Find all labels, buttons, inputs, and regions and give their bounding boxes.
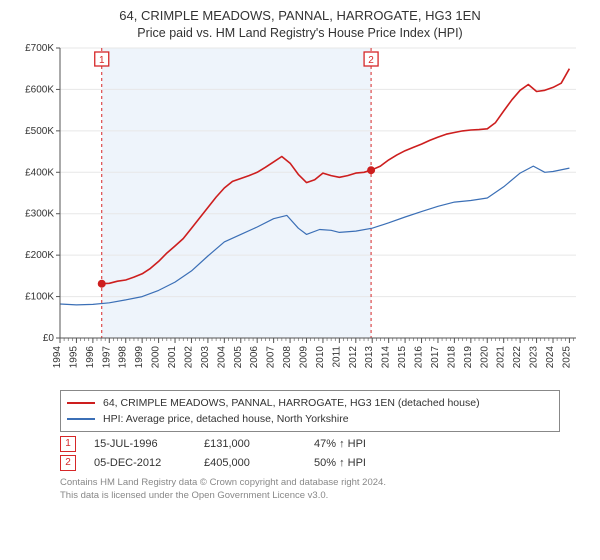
svg-text:2016: 2016: [414, 346, 425, 369]
svg-text:2001: 2001: [167, 346, 178, 369]
svg-text:1: 1: [99, 55, 105, 66]
svg-text:2009: 2009: [298, 346, 309, 369]
svg-text:2023: 2023: [529, 346, 540, 369]
svg-text:1994: 1994: [52, 346, 63, 369]
transaction-date-1: 15-JUL-1996: [94, 438, 204, 450]
legend-label-hpi: HPI: Average price, detached house, Nort…: [103, 413, 349, 425]
svg-text:£600K: £600K: [25, 84, 54, 95]
title-block: 64, CRIMPLE MEADOWS, PANNAL, HARROGATE, …: [12, 8, 588, 40]
chart-title-address: 64, CRIMPLE MEADOWS, PANNAL, HARROGATE, …: [12, 8, 588, 23]
transaction-marker-2: 2: [60, 455, 76, 471]
legend-item-price-paid: 64, CRIMPLE MEADOWS, PANNAL, HARROGATE, …: [67, 395, 553, 411]
legend-item-hpi: HPI: Average price, detached house, Nort…: [67, 411, 553, 427]
chart-subtitle: Price paid vs. HM Land Registry's House …: [12, 26, 588, 40]
svg-text:2008: 2008: [282, 346, 293, 369]
svg-text:1995: 1995: [68, 346, 79, 369]
svg-text:2: 2: [368, 55, 374, 66]
svg-text:£200K: £200K: [25, 250, 54, 261]
svg-text:2005: 2005: [233, 346, 244, 369]
svg-text:2019: 2019: [463, 346, 474, 369]
transaction-price-2: £405,000: [204, 457, 314, 469]
transaction-price-1: £131,000: [204, 438, 314, 450]
svg-text:2013: 2013: [364, 346, 375, 369]
footer-line-2: This data is licensed under the Open Gov…: [60, 490, 560, 503]
svg-text:2020: 2020: [479, 346, 490, 369]
svg-text:2021: 2021: [496, 346, 507, 369]
price-history-chart: £0 £100K £200K £300K £400K £500K £600K £700K 1 2 1…: [12, 44, 588, 384]
svg-text:1996: 1996: [85, 346, 96, 369]
svg-text:£0: £0: [43, 333, 55, 344]
svg-text:2003: 2003: [200, 346, 211, 369]
svg-text:£300K: £300K: [25, 209, 54, 220]
legend-swatch-hpi: [67, 418, 95, 420]
svg-text:2010: 2010: [315, 346, 326, 369]
svg-text:2011: 2011: [331, 346, 342, 368]
svg-text:£500K: £500K: [25, 126, 54, 137]
svg-text:£100K: £100K: [25, 292, 54, 303]
svg-text:1997: 1997: [101, 346, 112, 369]
svg-text:2022: 2022: [512, 346, 523, 369]
svg-text:2007: 2007: [266, 346, 277, 369]
svg-text:1998: 1998: [118, 346, 129, 369]
transaction-row-2: 2 05-DEC-2012 £405,000 50% ↑ HPI: [60, 455, 560, 471]
svg-text:2000: 2000: [151, 346, 162, 369]
svg-text:2014: 2014: [381, 346, 392, 369]
chart-container: 64, CRIMPLE MEADOWS, PANNAL, HARROGATE, …: [0, 0, 600, 509]
legend-box: 64, CRIMPLE MEADOWS, PANNAL, HARROGATE, …: [60, 390, 560, 432]
transaction-pct-1: 47% ↑ HPI: [314, 438, 424, 450]
svg-text:1999: 1999: [134, 346, 145, 369]
transaction-row-1: 1 15-JUL-1996 £131,000 47% ↑ HPI: [60, 436, 560, 452]
svg-text:2004: 2004: [216, 346, 227, 369]
svg-text:2002: 2002: [183, 346, 194, 369]
svg-text:£700K: £700K: [25, 44, 54, 54]
footer-line-1: Contains HM Land Registry data © Crown c…: [60, 477, 560, 490]
legend-swatch-price-paid: [67, 402, 95, 404]
svg-text:2024: 2024: [545, 346, 556, 369]
svg-text:2018: 2018: [446, 346, 457, 369]
svg-text:2012: 2012: [348, 346, 359, 369]
svg-text:£400K: £400K: [25, 167, 54, 178]
copyright-footer: Contains HM Land Registry data © Crown c…: [60, 477, 560, 503]
svg-text:2017: 2017: [430, 346, 441, 369]
svg-text:2025: 2025: [561, 346, 572, 369]
legend-label-price-paid: 64, CRIMPLE MEADOWS, PANNAL, HARROGATE, …: [103, 397, 480, 409]
svg-text:2015: 2015: [397, 346, 408, 369]
transaction-date-2: 05-DEC-2012: [94, 457, 204, 469]
svg-text:2006: 2006: [249, 346, 260, 369]
transaction-pct-2: 50% ↑ HPI: [314, 457, 424, 469]
transaction-marker-1: 1: [60, 436, 76, 452]
